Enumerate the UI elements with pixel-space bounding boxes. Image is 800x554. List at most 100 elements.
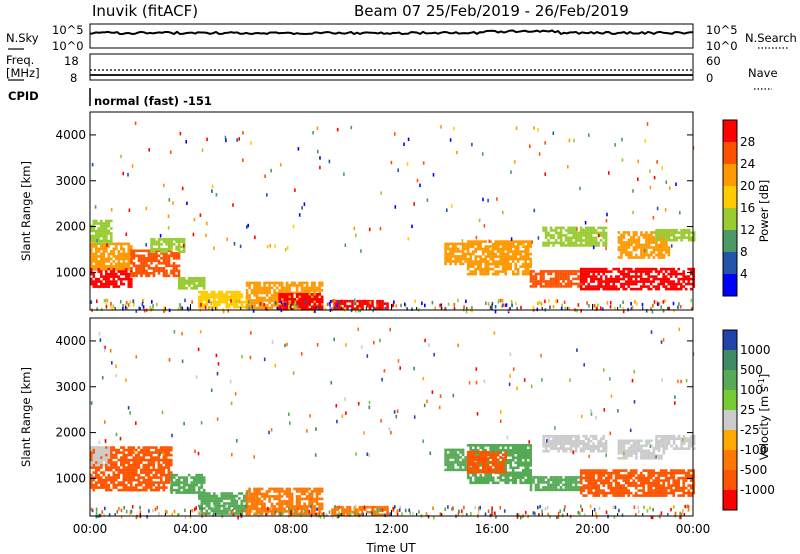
heatmap-cell — [165, 448, 168, 452]
speckle-cell — [544, 172, 546, 176]
heatmap-cell — [496, 458, 500, 461]
heatmap-cell — [333, 508, 337, 511]
heatmap-cell — [491, 245, 495, 248]
heatmap-cell — [609, 481, 613, 485]
speckle-cell — [515, 126, 518, 130]
speckle-cell — [502, 303, 504, 307]
heatmap-cell — [501, 460, 505, 464]
speckle-cell — [152, 304, 154, 308]
heatmap-cell — [105, 458, 108, 462]
heatmap-cell — [298, 487, 301, 491]
heatmap-cell — [539, 481, 543, 484]
heatmap-cell — [594, 275, 598, 278]
heatmap-cell — [617, 474, 620, 477]
heatmap-cell — [192, 491, 196, 494]
heatmap-cell — [105, 265, 108, 268]
heatmap-cell — [200, 277, 203, 280]
heatmap-cell — [162, 262, 166, 265]
heatmap-cell — [582, 280, 585, 283]
heatmap-cell — [125, 255, 128, 258]
heatmap-cell — [107, 277, 111, 281]
heatmap-cell — [351, 307, 354, 310]
cpid-mode-text: normal (fast) -151 — [94, 94, 212, 108]
heatmap-cell — [130, 245, 133, 248]
heatmap-cell — [534, 277, 538, 281]
heatmap-cell — [135, 249, 138, 253]
heatmap-cell — [574, 444, 578, 448]
heatmap-cell — [255, 289, 259, 292]
heatmap-cell — [647, 491, 650, 495]
heatmap-cell — [97, 453, 101, 457]
heatmap-cell — [612, 267, 615, 271]
heatmap-cell — [657, 238, 661, 242]
heatmap-cell — [665, 251, 668, 254]
heatmap-cell — [579, 479, 583, 482]
heatmap-cell — [122, 262, 126, 266]
heatmap-cell — [120, 272, 123, 276]
heatmap-cell — [155, 471, 158, 474]
heatmap-cell — [635, 231, 638, 234]
heatmap-cell — [629, 277, 633, 281]
heatmap-cell — [167, 471, 171, 474]
heatmap-cell — [552, 241, 555, 245]
heatmap-cell — [504, 453, 507, 456]
heatmap-cell — [228, 290, 231, 294]
heatmap-cell — [664, 275, 668, 278]
heatmap-cell — [313, 497, 316, 501]
heatmap-cell — [117, 476, 121, 479]
heatmap-cell — [105, 478, 108, 482]
heatmap-cell — [203, 295, 206, 299]
heatmap-cell — [521, 469, 525, 472]
heatmap-cell — [574, 231, 578, 235]
heatmap-cell — [100, 247, 103, 251]
heatmap-cell — [320, 304, 324, 307]
speckle-cell — [673, 309, 675, 313]
heatmap-cell — [305, 305, 309, 309]
heatmap-cell — [479, 476, 482, 480]
heatmap-cell — [233, 507, 236, 510]
heatmap-cell — [652, 277, 655, 281]
heatmap-cell — [539, 476, 543, 479]
heatmap-cell — [92, 458, 96, 462]
heatmap-cell — [298, 497, 301, 501]
heatmap-cell — [125, 468, 128, 472]
heatmap-cell — [464, 245, 467, 248]
heatmap-cell — [125, 270, 128, 273]
heatmap-cell — [665, 248, 668, 252]
heatmap-cell — [165, 476, 168, 479]
heatmap-cell — [451, 245, 455, 248]
heatmap-cell — [529, 486, 533, 489]
heatmap-cell — [594, 434, 598, 438]
heatmap-cell — [100, 476, 103, 479]
heatmap-cell — [260, 507, 264, 511]
heatmap-cell — [692, 238, 696, 242]
heatmap-cell — [215, 497, 219, 500]
heatmap-cell — [110, 270, 113, 273]
heatmap-cell — [265, 294, 269, 297]
heatmap-cell — [105, 282, 108, 286]
heatmap-cell — [97, 478, 101, 482]
speckle-cell — [422, 161, 425, 165]
heatmap-cell — [288, 289, 291, 292]
heatmap-cell — [273, 512, 276, 516]
heatmap-cell — [504, 257, 507, 261]
speckle-cell — [414, 299, 416, 304]
heatmap-cell — [243, 494, 246, 498]
heatmap-cell — [172, 488, 176, 492]
speckle-cell — [112, 304, 115, 308]
heatmap-cell — [664, 486, 668, 490]
heatmap-cell — [165, 238, 168, 241]
heatmap-cell — [592, 241, 595, 245]
heatmap-cell — [175, 488, 178, 492]
heatmap-cell — [150, 468, 153, 472]
heatmap-cell — [245, 507, 249, 511]
heatmap-cell — [630, 253, 633, 257]
nsky-panel: N.Sky 10^5 10^0 10^5 10^0 N.Search — [6, 23, 797, 53]
heatmap-cell — [506, 247, 510, 251]
heatmap-cell — [125, 262, 128, 266]
heatmap-cell — [107, 473, 111, 477]
heatmap-cell — [255, 495, 259, 498]
heatmap-cell — [92, 448, 96, 452]
heatmap-cell — [140, 264, 143, 268]
